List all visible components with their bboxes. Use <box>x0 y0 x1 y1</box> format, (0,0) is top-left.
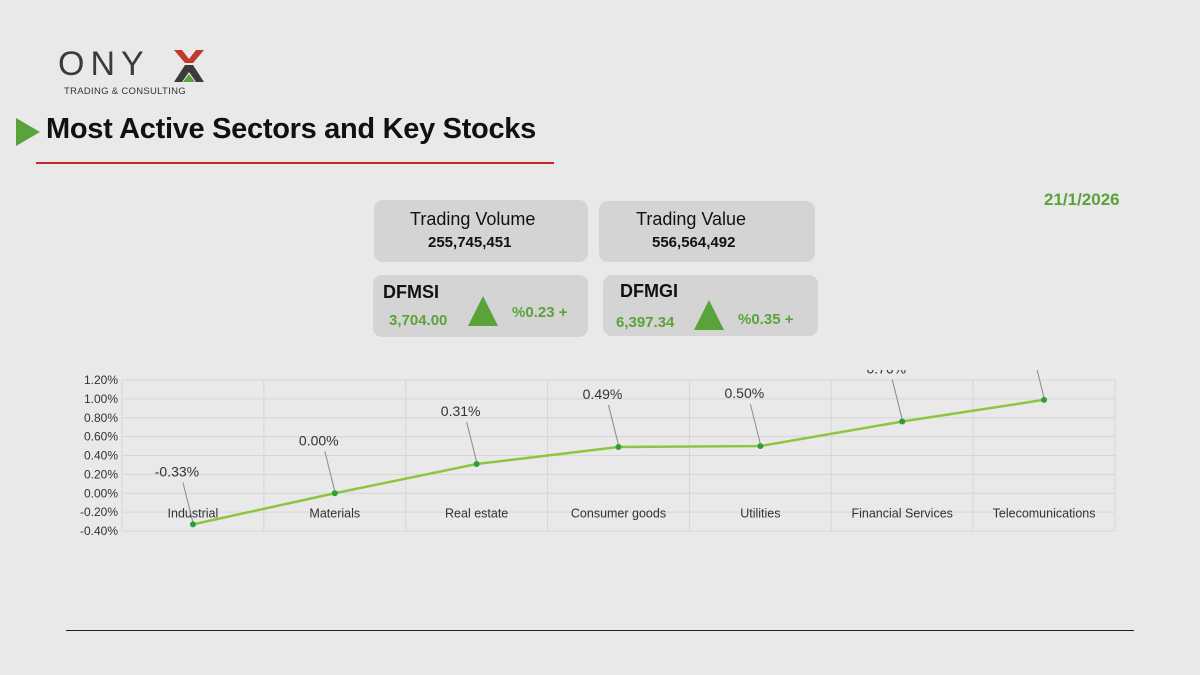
data-label-leader <box>1036 370 1045 398</box>
x-category-label: Utilities <box>740 506 780 520</box>
data-label-leader <box>891 379 903 420</box>
dfmsi-name: DFMSI <box>383 282 439 302</box>
y-tick-label: 1.20% <box>84 373 118 387</box>
y-tick-label: 0.00% <box>84 486 118 500</box>
logo-wordmark: ONY <box>58 45 150 83</box>
page-title: Most Active Sectors and Key Stocks <box>46 113 536 145</box>
title-underline <box>36 162 554 164</box>
data-point <box>1041 396 1048 403</box>
dfmgi-up-arrow-icon <box>694 300 724 330</box>
y-tick-label: 0.60% <box>84 430 118 444</box>
x-category-label: Financial Services <box>851 506 952 520</box>
data-label-leader <box>466 421 478 463</box>
y-tick-label: -0.40% <box>80 524 118 538</box>
data-label-leader <box>182 482 194 523</box>
data-label-leader <box>749 403 761 445</box>
dfmsi-change: %0.23 + <box>512 304 568 321</box>
x-category-label: Real estate <box>445 506 508 520</box>
trading-value-label: Trading Value <box>636 209 747 229</box>
sector-performance-chart: 1.20% 1.00% 0.80% 0.60% 0.40% 0.20% 0.00% -0.20… <box>80 370 1116 538</box>
x-category-label: Telecomunications <box>993 506 1096 520</box>
title-arrow-icon <box>16 118 40 146</box>
dfmgi-change: %0.35 + <box>738 311 794 328</box>
y-tick-label: 0.20% <box>84 467 118 481</box>
data-point <box>189 521 196 528</box>
dfmgi-card: DFMGI 6,397.34 %0.35 + <box>603 275 818 336</box>
onyx-logo: ONY TRADING & CONSULTING <box>58 44 208 100</box>
dfmsi-card: DFMSI 3,704.00 %0.23 + <box>373 275 588 337</box>
trading-volume-card: Trading Volume 255,745,451 <box>374 200 588 262</box>
x-category-label: Industrial <box>168 506 219 520</box>
data-point <box>757 443 764 450</box>
logo-tagline: TRADING & CONSULTING <box>64 86 186 97</box>
trading-volume-label: Trading Volume <box>410 209 536 229</box>
data-label: 0.31% <box>441 403 481 419</box>
data-label-leader <box>324 451 336 492</box>
trading-value-value: 556,564,492 <box>652 234 736 251</box>
dfmsi-value: 3,704.00 <box>389 312 448 329</box>
y-tick-label: 0.80% <box>84 411 118 425</box>
data-point <box>473 460 480 467</box>
data-label: 0.50% <box>725 385 765 401</box>
dfmgi-value: 6,397.34 <box>616 314 675 331</box>
data-label-leader <box>608 404 619 446</box>
data-label: -0.33% <box>155 463 199 479</box>
data-point <box>899 418 906 425</box>
logo-x-mark-icon <box>174 50 204 82</box>
trading-volume-value: 255,745,451 <box>428 234 512 251</box>
data-point <box>615 444 622 451</box>
data-label: 0.76% <box>866 370 906 377</box>
dfmgi-name: DFMGI <box>620 281 678 301</box>
trading-value-card: Trading Value 556,564,492 <box>599 201 815 262</box>
y-tick-label: 1.00% <box>84 392 118 406</box>
x-category-label: Materials <box>309 506 360 520</box>
data-label: 0.49% <box>583 386 623 402</box>
y-tick-label: 0.40% <box>84 449 118 463</box>
y-tick-label: -0.20% <box>80 505 118 519</box>
report-date: 21/1/2026 <box>1044 190 1120 209</box>
x-category-label: Consumer goods <box>571 506 666 520</box>
footer-divider <box>66 630 1134 631</box>
dfmsi-up-arrow-icon <box>468 296 498 326</box>
data-point <box>331 490 338 497</box>
data-label: 0.00% <box>299 432 339 448</box>
